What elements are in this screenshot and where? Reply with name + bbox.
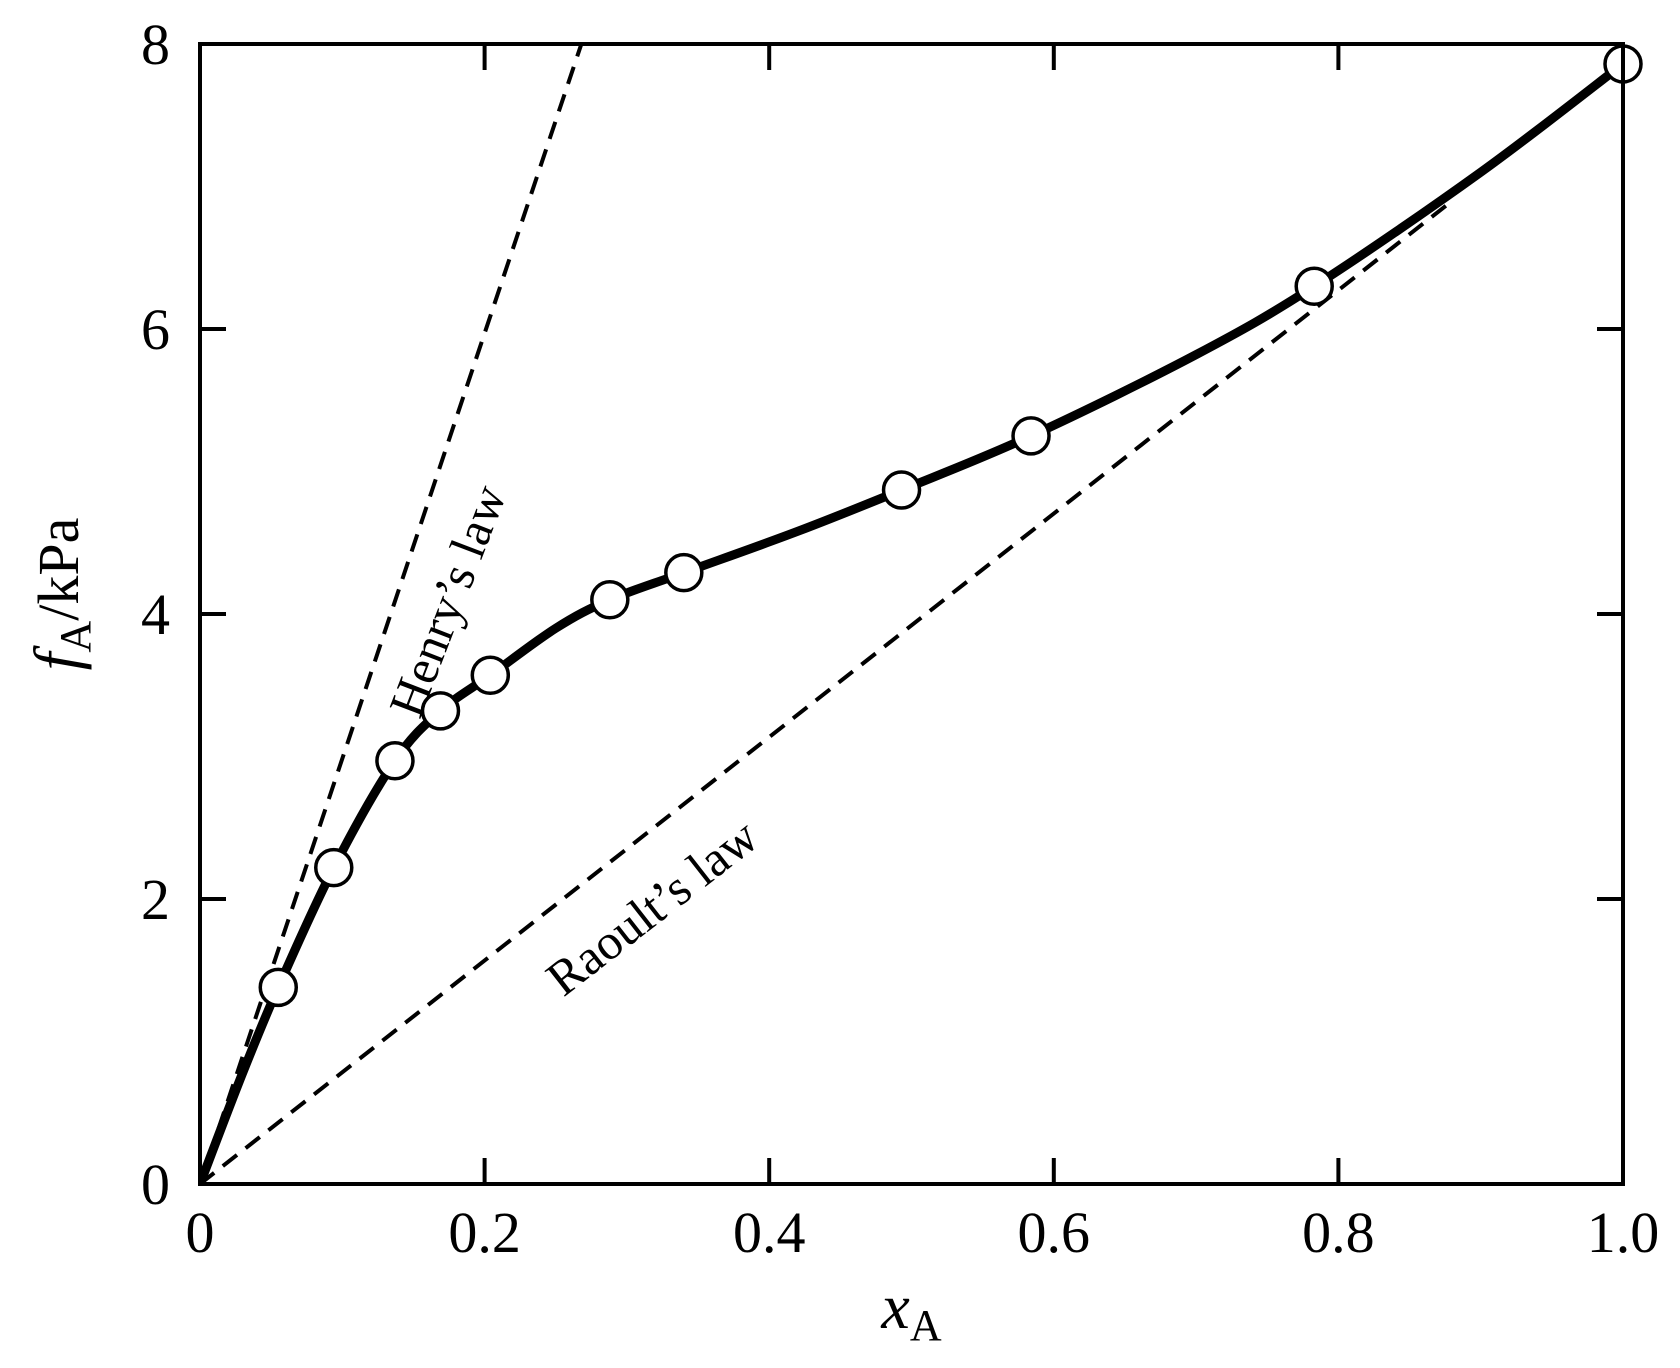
data-point — [375, 741, 415, 781]
y-tick-label: 4 — [141, 582, 170, 647]
data-point — [314, 847, 354, 888]
dashed-line-2 — [200, 44, 584, 1184]
x-axis-title-main: x — [880, 1271, 909, 1342]
axis-ticks — [200, 44, 1623, 1184]
y-tick-label: 2 — [141, 867, 170, 932]
y-tick-label: 8 — [141, 12, 170, 77]
y-tick-label: 0 — [141, 1152, 170, 1217]
x-axis-title: xA — [880, 1271, 941, 1350]
dashed-line-3 — [200, 199, 1454, 1184]
annotation-label: Raoult’s law — [536, 808, 769, 1007]
x-tick-label: 0.8 — [1302, 1200, 1375, 1265]
x-tick-label: 0.4 — [733, 1200, 806, 1265]
y-tick-label: 6 — [141, 297, 170, 362]
y-axis-title: fA/kPa — [21, 518, 100, 671]
x-tick-label: 0 — [186, 1200, 215, 1265]
axis-tick-labels: 0 0.2 0.4 0.6 0.8 1.0 0 2 4 6 8 — [141, 12, 1659, 1265]
y-axis-title-sub: A — [51, 621, 100, 653]
data-point — [1294, 266, 1334, 306]
data-point — [1011, 416, 1051, 456]
data-point — [470, 655, 511, 696]
data-point — [664, 552, 704, 593]
data-point — [590, 580, 630, 620]
data-point — [258, 967, 299, 1008]
x-tick-label: 0.6 — [1018, 1200, 1091, 1265]
x-tick-label: 1.0 — [1587, 1200, 1660, 1265]
data-point — [881, 470, 922, 510]
data-point — [420, 691, 461, 731]
x-tick-label: 0.2 — [448, 1200, 521, 1265]
series-markers — [258, 44, 1643, 1008]
y-axis-title-unit: /kPa — [26, 518, 91, 621]
x-axis-title-sub: A — [910, 1301, 942, 1350]
